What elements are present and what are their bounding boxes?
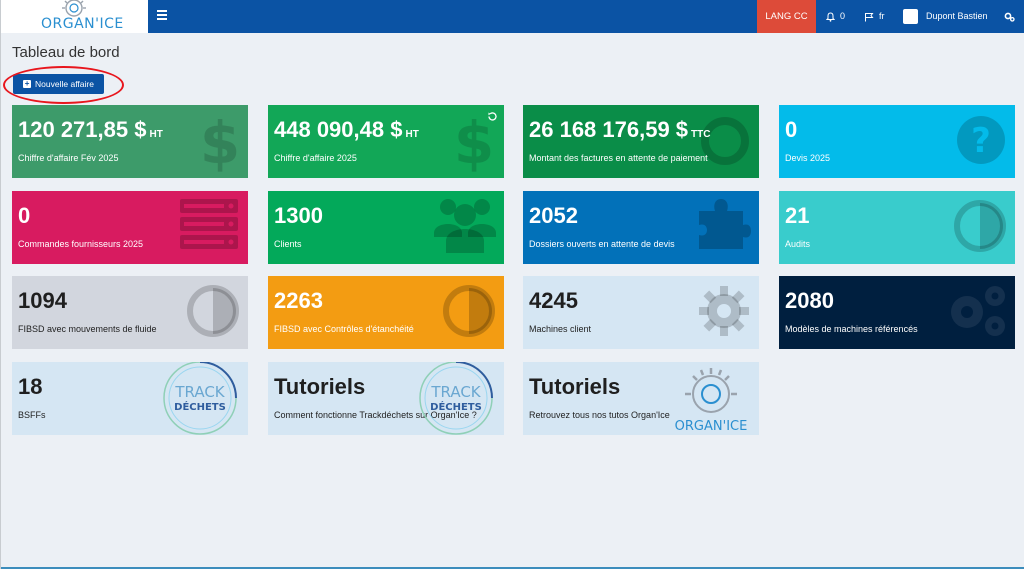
half-circle-icon bbox=[954, 200, 1006, 252]
card-label: FIBSD avec Contrôles d'étanchéité bbox=[274, 324, 414, 334]
card-suffix: TTC bbox=[691, 129, 711, 140]
card-value: 448 090,48 $ bbox=[274, 117, 403, 142]
page-title: Tableau de bord bbox=[12, 44, 120, 61]
card-label: Chiffre d'affaire 2025 bbox=[274, 153, 357, 163]
card-label: Machines client bbox=[529, 324, 592, 334]
card-quotes[interactable]: 0 Devis 2025 ? bbox=[779, 105, 1015, 178]
logo-text: ORGAN'ICE bbox=[41, 16, 124, 32]
card-value: 120 271,85 $ bbox=[18, 117, 147, 142]
notifications-button[interactable]: 0 bbox=[826, 0, 845, 33]
language-button[interactable]: fr bbox=[864, 0, 885, 33]
card-revenue-year[interactable]: 448 090,48 $ HT Chiffre d'affaire 2025 $ bbox=[268, 105, 504, 178]
card-value: 18 bbox=[18, 374, 43, 399]
card-value: 0 bbox=[785, 117, 798, 142]
svg-text:?: ? bbox=[971, 121, 991, 161]
card-fibsd-leak[interactable]: 2263 FIBSD avec Contrôles d'étanchéité bbox=[268, 276, 504, 349]
card-suffix: HT bbox=[405, 129, 419, 140]
flag-icon bbox=[865, 12, 874, 21]
svg-text:$: $ bbox=[454, 111, 494, 173]
users-icon bbox=[434, 199, 496, 253]
svg-text:$: $ bbox=[200, 111, 240, 173]
logo-gear-icon bbox=[62, 0, 86, 17]
card-machine-models[interactable]: 2080 Modèles de machines référencés bbox=[779, 276, 1015, 349]
card-suffix: HT bbox=[149, 129, 163, 140]
user-menu[interactable]: Dupont Bastien bbox=[903, 0, 988, 33]
dollar-icon: $ bbox=[200, 111, 240, 173]
card-value: Tutoriels bbox=[274, 374, 366, 399]
circle-icon bbox=[701, 117, 749, 165]
top-navbar: ORGAN'ICE LANG CC 0 fr Dupont Bastien bbox=[1, 0, 1024, 33]
trackdechets-logo: TRACK DÉCHETS bbox=[163, 362, 237, 435]
card-pending-invoices[interactable]: 26 168 176,59 $ TTC Montant des factures … bbox=[523, 105, 759, 178]
card-label: Modèles de machines référencés bbox=[785, 324, 918, 334]
logo[interactable]: ORGAN'ICE bbox=[1, 0, 148, 33]
server-icon bbox=[180, 199, 238, 249]
card-value: 0 bbox=[18, 203, 31, 228]
user-name: Dupont Bastien bbox=[926, 11, 988, 21]
card-label: FIBSD avec mouvements de fluide bbox=[18, 324, 157, 334]
card-label: Retrouvez tous nos tutos Organ'Ice bbox=[529, 410, 670, 420]
card-label: Clients bbox=[274, 239, 302, 249]
bell-icon bbox=[826, 11, 835, 22]
half-circle-icon bbox=[187, 285, 239, 337]
card-value: 2263 bbox=[274, 288, 323, 313]
trackdechets-logo: TRACK DÉCHETS bbox=[419, 362, 493, 435]
puzzle-icon bbox=[699, 199, 751, 249]
menu-toggle-icon[interactable] bbox=[157, 10, 167, 22]
card-label: Chiffre d'affaire Fév 2025 bbox=[18, 153, 119, 163]
svg-text:TRACK: TRACK bbox=[174, 383, 225, 401]
half-circle-icon bbox=[443, 285, 495, 337]
svg-text:DÉCHETS: DÉCHETS bbox=[174, 400, 226, 413]
card-open-files[interactable]: 2052 Dossiers ouverts en attente de devi… bbox=[523, 191, 759, 264]
avatar bbox=[903, 9, 918, 24]
card-value: 1094 bbox=[18, 288, 67, 313]
gears-icon bbox=[951, 286, 1005, 336]
card-client-machines[interactable]: 4245 Machines client bbox=[523, 276, 759, 349]
svg-text:DÉCHETS: DÉCHETS bbox=[430, 400, 482, 413]
card-value: Tutoriels bbox=[529, 374, 621, 399]
card-value: 2080 bbox=[785, 288, 834, 313]
card-audits[interactable]: 21 Audits bbox=[779, 191, 1015, 264]
notifications-count: 0 bbox=[840, 11, 846, 21]
card-value: 2052 bbox=[529, 203, 578, 228]
svg-text:TRACK: TRACK bbox=[430, 383, 481, 401]
card-label: Comment fonctionne Trackdéchets sur Orga… bbox=[274, 410, 477, 420]
lang-button[interactable]: LANG CC bbox=[757, 0, 816, 33]
dollar-icon: $ bbox=[454, 111, 494, 173]
card-revenue-month[interactable]: 120 271,85 $ HT Chiffre d'affaire Fév 202… bbox=[12, 105, 248, 178]
question-icon: ? bbox=[957, 116, 1005, 164]
plus-icon: + bbox=[23, 79, 32, 88]
card-label: Audits bbox=[785, 239, 811, 249]
settings-button[interactable] bbox=[1004, 0, 1015, 33]
card-label: Commandes fournisseurs 2025 bbox=[18, 239, 144, 249]
new-deal-label: Nouvelle affaire bbox=[35, 79, 94, 89]
svg-text:ORGAN'ICE: ORGAN'ICE bbox=[675, 419, 748, 434]
card-label: Devis 2025 bbox=[785, 153, 831, 163]
card-tutorial-organice[interactable]: Tutoriels Retrouvez tous nos tutos Organ… bbox=[523, 362, 759, 435]
organice-logo: ORGAN'ICE bbox=[675, 368, 748, 434]
card-label: Dossiers ouverts en attente de devis bbox=[529, 239, 675, 249]
card-bsffs[interactable]: 18 BSFFs TRACK DÉCHETS bbox=[12, 362, 248, 435]
card-value: 21 bbox=[785, 203, 810, 228]
card-label: BSFFs bbox=[18, 410, 46, 420]
card-fibsd-fluid[interactable]: 1094 FIBSD avec mouvements de fluide bbox=[12, 276, 248, 349]
card-clients[interactable]: 1300 Clients bbox=[268, 191, 504, 264]
gears-icon bbox=[1004, 12, 1015, 22]
refresh-icon[interactable] bbox=[487, 111, 498, 122]
footer-bar bbox=[1, 567, 1024, 569]
card-value: 4245 bbox=[529, 288, 578, 313]
card-tutorial-trackdechets[interactable]: Tutoriels Comment fonctionne Trackdéchet… bbox=[268, 362, 504, 435]
card-label: Montant des factures en attente de paiem… bbox=[529, 153, 708, 163]
new-deal-button[interactable]: + Nouvelle affaire bbox=[13, 74, 104, 94]
gear-icon bbox=[699, 286, 749, 336]
card-value: 26 168 176,59 $ bbox=[529, 117, 689, 142]
language-label: fr bbox=[879, 11, 885, 21]
card-supplier-orders[interactable]: 0 Commandes fournisseurs 2025 bbox=[12, 191, 248, 264]
card-value: 1300 bbox=[274, 203, 323, 228]
